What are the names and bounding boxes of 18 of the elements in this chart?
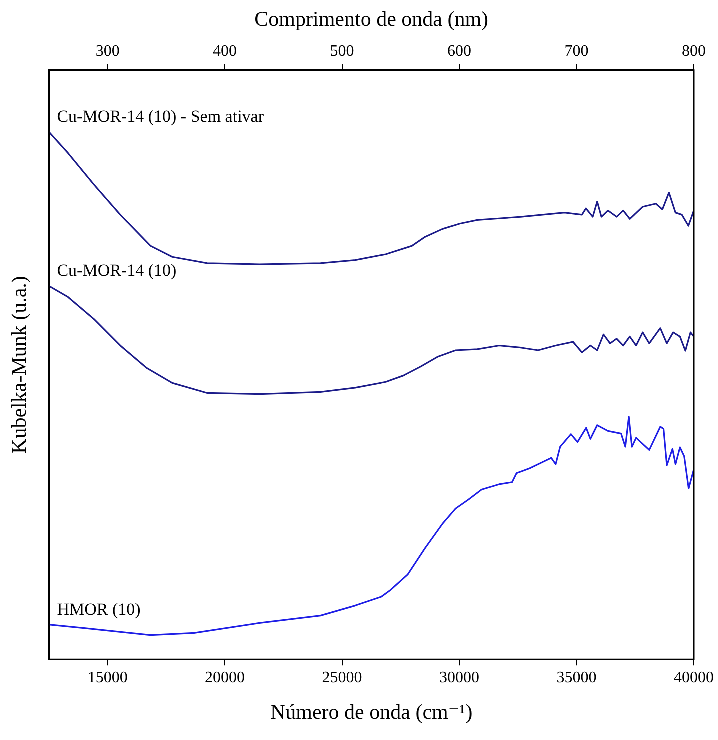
x2-tick-label: 400 <box>213 43 238 60</box>
series-label: Cu-MOR-14 (10) <box>57 261 177 280</box>
series-label: HMOR (10) <box>57 600 141 619</box>
x-tick-label: 30000 <box>440 669 480 686</box>
series-label: Cu-MOR-14 (10) - Sem ativar <box>57 107 264 126</box>
x2-tick-label: 600 <box>448 43 472 60</box>
y-axis-title: Kubelka-Munk (u.a.) <box>7 276 32 454</box>
x2-axis-title: Comprimento de onda (nm) <box>254 7 489 32</box>
x-tick-label: 25000 <box>322 669 362 686</box>
x-tick-label: 35000 <box>556 669 597 686</box>
x-tick-label: 15000 <box>88 669 128 686</box>
x-tick-label: 20000 <box>205 669 246 686</box>
x-axis-title: Número de onda (cm⁻¹) <box>270 700 473 724</box>
x2-tick-label: 300 <box>96 43 120 60</box>
x-tick-label: 40000 <box>674 669 714 686</box>
x2-tick-label: 800 <box>682 43 706 60</box>
x2-tick-label: 700 <box>564 43 589 60</box>
x2-tick-label: 500 <box>330 43 354 60</box>
